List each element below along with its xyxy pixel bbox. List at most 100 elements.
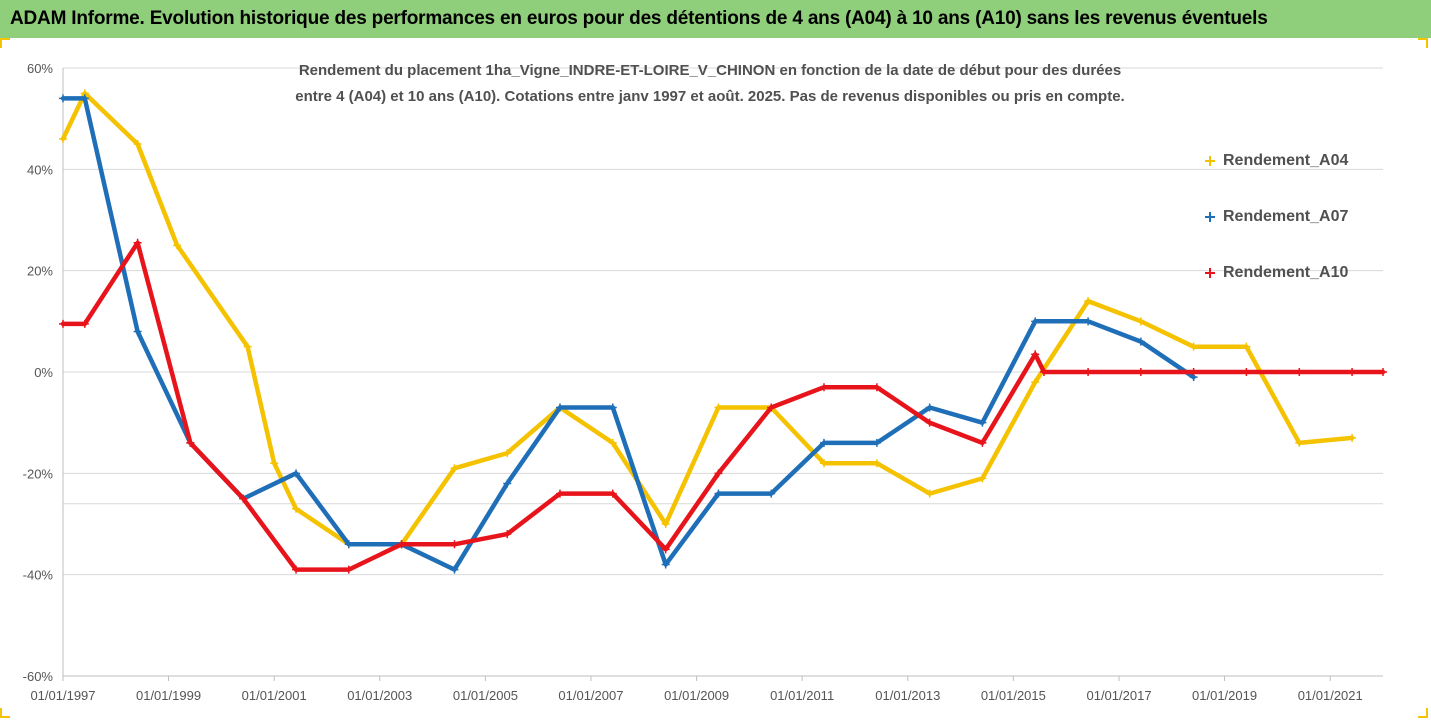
data-point — [1136, 368, 1145, 376]
x-tick-label: 01/01/2019 — [1192, 688, 1257, 703]
legend-item-a04[interactable]: Rendement_A04 — [1205, 133, 1375, 189]
plus-marker-icon — [1205, 268, 1215, 278]
data-point — [819, 383, 828, 392]
data-point — [292, 565, 301, 574]
x-tick-label: 01/01/1999 — [136, 688, 201, 703]
data-point — [80, 94, 89, 103]
data-point — [1295, 368, 1304, 376]
data-point — [608, 438, 617, 447]
chart-title: Rendement du placement 1ha_Vigne_INDRE-E… — [240, 58, 1180, 110]
data-point — [133, 140, 142, 148]
corner-marker — [0, 38, 10, 48]
data-point — [133, 238, 142, 247]
corner-marker — [1418, 38, 1428, 48]
data-point — [344, 540, 353, 549]
x-tick-label: 01/01/2015 — [981, 688, 1046, 703]
data-point — [978, 474, 987, 483]
data-point — [819, 459, 828, 468]
data-point — [661, 560, 670, 569]
chart-area: 60% 40% 20% 0% -20% -40% -60% 01/01/1997 01/01/1… — [0, 38, 1431, 721]
x-tick-label: 01/01/2009 — [664, 688, 729, 703]
data-point — [1031, 378, 1040, 387]
data-point — [872, 383, 881, 392]
data-point — [714, 469, 723, 478]
data-point — [556, 403, 565, 412]
data-point — [292, 469, 301, 478]
legend-item-a07[interactable]: Rendement_A07 — [1205, 189, 1375, 245]
y-tick-label: -40% — [23, 568, 54, 583]
data-point — [1136, 317, 1145, 326]
data-point — [450, 464, 459, 473]
data-point — [503, 449, 512, 458]
data-point — [186, 438, 195, 447]
data-point — [978, 418, 987, 427]
y-tick-label: -20% — [23, 466, 54, 481]
chart-legend: Rendement_A04 Rendement_A07 Rendement_A1… — [1205, 133, 1375, 301]
data-point — [661, 520, 670, 528]
data-point — [1189, 342, 1198, 351]
x-tick-label: 01/01/2013 — [875, 688, 940, 703]
data-point — [872, 459, 881, 468]
data-point — [1242, 368, 1251, 376]
plus-marker-icon — [1205, 156, 1215, 166]
series-line-rendement_a10 — [60, 240, 1386, 572]
x-tick-label: 01/01/1997 — [30, 688, 95, 703]
data-point — [872, 438, 881, 447]
data-point — [714, 403, 723, 412]
corner-marker — [1418, 708, 1428, 718]
x-tick-label: 01/01/2007 — [558, 688, 623, 703]
report-title: ADAM Informe. Evolution historique des p… — [10, 8, 1268, 29]
data-point — [59, 94, 67, 103]
y-tick-label: 60% — [27, 61, 53, 76]
report-banner: ADAM Informe. Evolution historique des p… — [0, 0, 1431, 38]
data-point — [925, 418, 934, 427]
legend-label: Rendement_A10 — [1223, 264, 1349, 281]
data-point — [1136, 337, 1145, 346]
data-point — [925, 489, 934, 498]
corner-marker — [0, 708, 10, 718]
data-point — [239, 494, 248, 503]
data-point — [59, 134, 67, 143]
data-point — [344, 565, 353, 574]
data-point — [1189, 368, 1198, 376]
x-tick-label: 01/01/2021 — [1298, 688, 1363, 703]
data-point — [450, 540, 459, 549]
data-point — [503, 530, 512, 539]
data-point — [661, 545, 670, 554]
data-point — [767, 403, 776, 412]
data-point — [1348, 433, 1357, 442]
data-point — [80, 319, 89, 328]
x-tick-label: 01/01/2001 — [242, 688, 307, 703]
data-point — [397, 540, 406, 549]
data-point — [270, 459, 279, 468]
data-point — [133, 327, 142, 336]
data-point — [608, 489, 617, 498]
chart-title-line: Rendement du placement 1ha_Vigne_INDRE-E… — [298, 62, 1122, 79]
data-point — [503, 479, 512, 488]
data-point — [59, 319, 67, 328]
series-line-rendement_a04 — [60, 91, 1355, 547]
data-point — [1031, 317, 1040, 326]
data-point — [1379, 368, 1387, 376]
legend-label: Rendement_A04 — [1223, 152, 1349, 169]
data-point — [925, 403, 934, 412]
data-point — [978, 438, 987, 447]
data-point — [1040, 368, 1048, 376]
x-tick-label: 01/01/2005 — [453, 688, 518, 703]
data-point — [292, 504, 301, 513]
data-point — [1084, 368, 1093, 376]
chart-title-line: entre 4 (A04) et 10 ans (A10). Cotations… — [295, 88, 1125, 105]
data-point — [1084, 317, 1093, 326]
data-point — [450, 565, 459, 574]
y-tick-label: 0% — [34, 365, 53, 380]
data-point — [1242, 342, 1251, 351]
y-tick-label: 20% — [27, 264, 53, 279]
x-tick-label: 01/01/2011 — [770, 688, 834, 703]
line-chart: 60% 40% 20% 0% -20% -40% -60% 01/01/1997 01/01/1… — [23, 61, 1387, 703]
legend-item-a10[interactable]: Rendement_A10 — [1205, 245, 1375, 301]
data-point — [1295, 438, 1304, 447]
data-point — [1031, 350, 1040, 359]
data-point — [1348, 368, 1357, 376]
x-tick-label: 01/01/2003 — [347, 688, 412, 703]
y-tick-label: 40% — [27, 162, 53, 177]
